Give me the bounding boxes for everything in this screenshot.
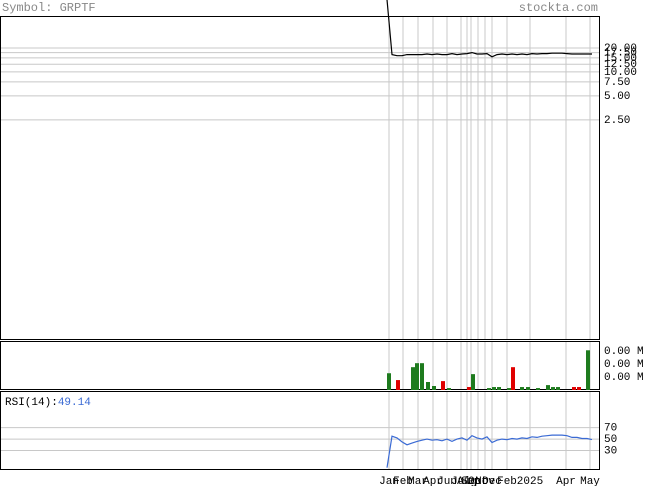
x-tick-label: Mar	[408, 476, 428, 486]
y-tick-label: 12.50	[604, 59, 637, 71]
volume-bar	[411, 367, 415, 390]
x-tick-label: Nov	[475, 476, 495, 486]
volume-bar	[497, 387, 501, 390]
x-tick-label: Jun	[437, 476, 457, 486]
volume-bar	[526, 387, 530, 390]
x-tick-label: Sep	[461, 476, 481, 486]
y-tick-label: 15.00	[604, 53, 637, 65]
y-tick-label: 5.00	[604, 91, 630, 103]
x-tick-label: Jul	[451, 476, 471, 486]
y-tick-label: 70	[604, 423, 617, 435]
x-tick-label: Apr	[423, 476, 443, 486]
volume-bar	[586, 350, 590, 390]
volume-bar	[432, 386, 436, 390]
volume-bar	[387, 373, 391, 390]
volume-bar	[467, 387, 471, 390]
volume-bar	[577, 387, 581, 390]
volume-bar	[441, 381, 445, 390]
rsi-title: RSI(14):	[5, 397, 58, 409]
rsi-value: 49.14	[58, 397, 91, 409]
x-tick-label: Dec	[482, 476, 502, 486]
volume-bar	[447, 388, 451, 390]
volume-bar	[492, 387, 496, 390]
volume-bar	[471, 374, 475, 390]
x-tick-label: Aug	[457, 476, 477, 486]
panel-frame	[0, 341, 600, 390]
volume-bar	[551, 387, 555, 390]
volume-bar	[520, 387, 524, 390]
y-tick-label: 50	[604, 434, 617, 446]
volume-bar	[546, 385, 550, 390]
x-tick-label: Feb	[497, 476, 517, 486]
volume-bar	[420, 363, 424, 390]
volume-bar	[556, 387, 560, 390]
panel-frame	[0, 16, 600, 340]
site-label: stockta.com	[519, 1, 598, 15]
x-tick-label: Oct	[468, 476, 488, 486]
y-tick-label: 17.50	[604, 47, 637, 59]
y-tick-label: 10.00	[604, 67, 637, 79]
volume-bar	[396, 380, 400, 390]
x-tick-label: Apr	[556, 476, 576, 486]
y-tick-label: 7.50	[604, 77, 630, 89]
volume-bar	[487, 388, 491, 390]
x-tick-label: 2025	[517, 476, 543, 486]
x-tick-label: May	[580, 476, 600, 486]
y-tick-label: 0.00 M	[604, 346, 644, 358]
y-tick-label: 30	[604, 445, 617, 457]
y-tick-label: 0.00 M	[604, 359, 644, 371]
panel-frame	[0, 391, 600, 470]
y-tick-label: 2.50	[604, 115, 630, 127]
x-tick-label: Feb	[393, 476, 413, 486]
volume-bar	[511, 367, 515, 390]
symbol-label: Symbol: GRPTF	[2, 1, 96, 15]
volume-bar	[572, 387, 576, 390]
series-line	[386, 434, 593, 468]
volume-bar	[426, 382, 430, 390]
rsi-label: RSI(14):49.14	[5, 397, 91, 409]
y-tick-label: 0.00 M	[604, 372, 644, 384]
y-tick-label: 20.00	[604, 43, 637, 55]
volume-bar	[415, 363, 419, 390]
volume-bar	[507, 388, 511, 390]
series-line	[386, 0, 592, 58]
x-tick-label: Jan	[379, 476, 399, 486]
volume-bar	[536, 388, 540, 390]
